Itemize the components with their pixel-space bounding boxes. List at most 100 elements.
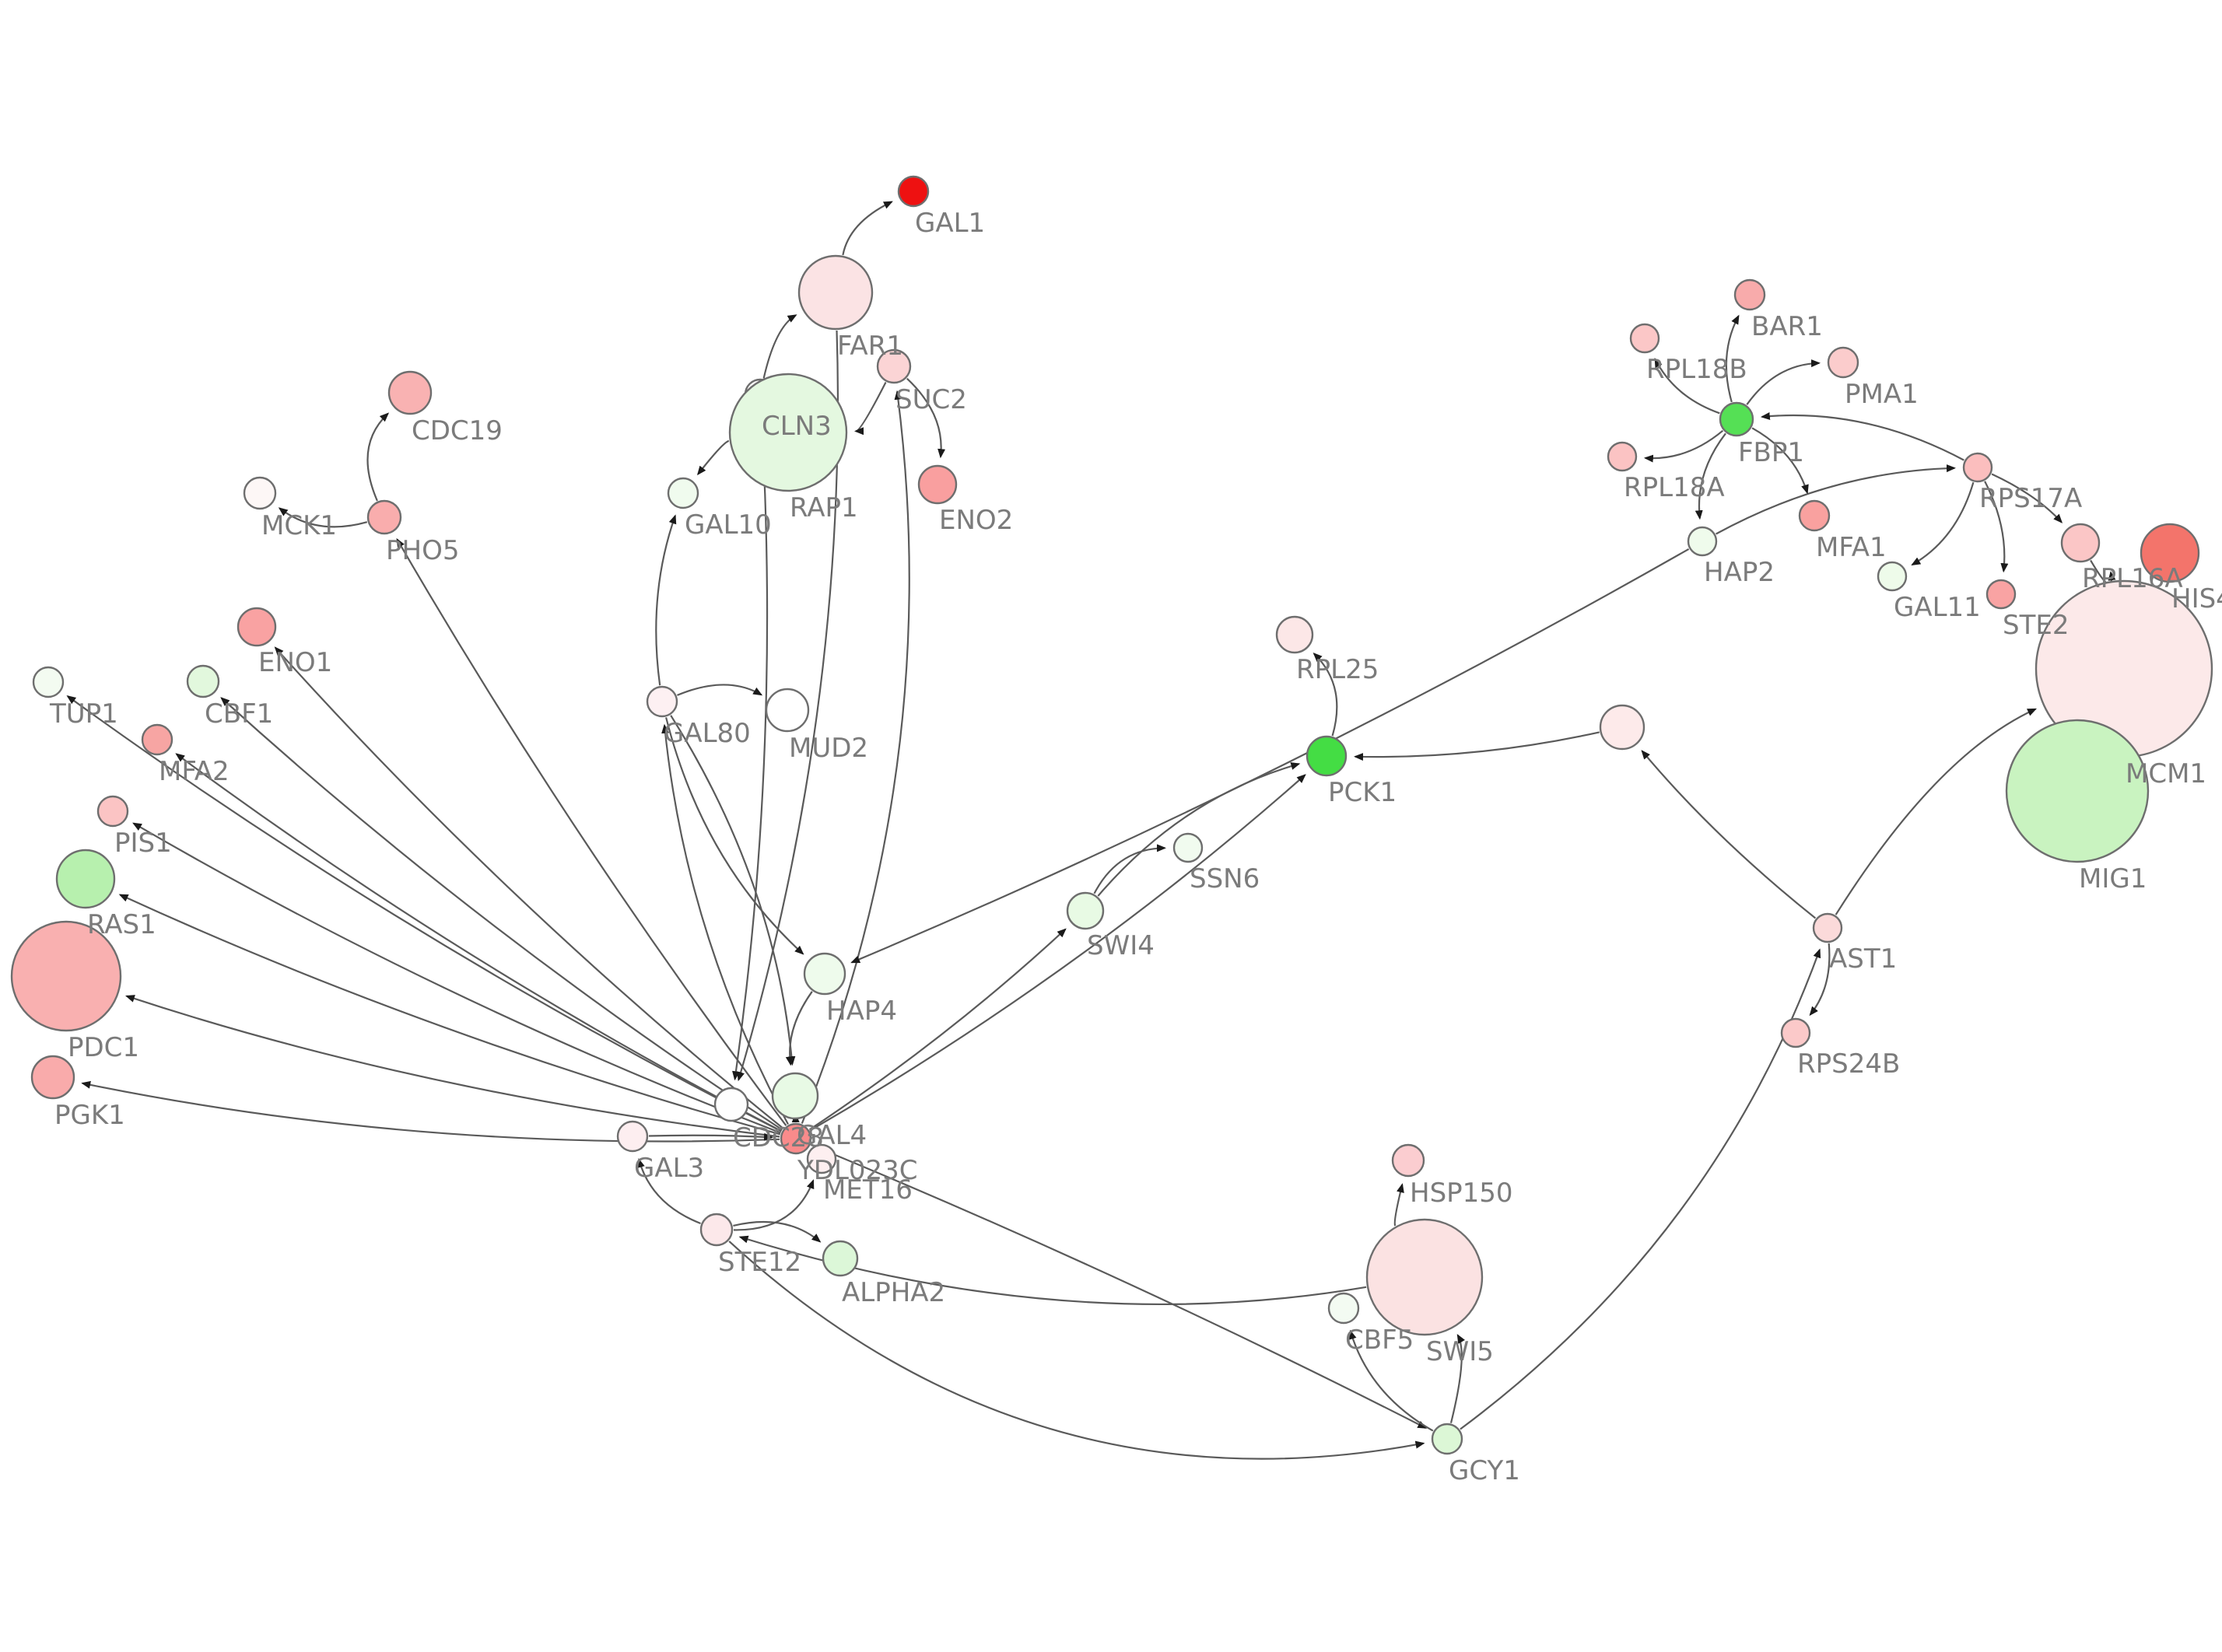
edge-RPS17A-GAL11[interactable]	[1911, 481, 1975, 566]
node-RPL16A[interactable]	[2060, 523, 2101, 563]
node-STE12[interactable]	[699, 1213, 734, 1247]
node-RPL18B[interactable]	[1629, 323, 1660, 354]
edge-CLN3-CDC28[interactable]	[732, 410, 769, 1081]
node-HAP2[interactable]	[1687, 526, 1718, 557]
node-GAL10[interactable]	[667, 477, 699, 509]
node-HSP150[interactable]	[1391, 1143, 1425, 1178]
node-CDC28[interactable]	[713, 1087, 749, 1122]
edge-STE12-GAL3[interactable]	[637, 1157, 701, 1225]
edge-YDL023C-CBF1[interactable]	[220, 697, 783, 1131]
edge-PHO5-MCK1[interactable]	[278, 507, 368, 528]
node-MFA1[interactable]	[1798, 499, 1831, 532]
edge-YDL023C-TUP1[interactable]	[66, 695, 782, 1132]
edge-AST1-MCM1[interactable]	[1835, 708, 2038, 915]
node-FBP1[interactable]	[1719, 401, 1754, 437]
edge-FBP1-BAR1[interactable]	[1725, 314, 1740, 403]
node-GAL4[interactable]	[771, 1072, 819, 1120]
node-YDL023C[interactable]	[780, 1122, 812, 1155]
edge-HAP2-RPS17A[interactable]	[1716, 464, 1956, 535]
node-PHO5[interactable]	[366, 499, 402, 535]
node-STE2[interactable]	[1985, 579, 2017, 610]
node-NODE_UNLABELED[interactable]	[1599, 704, 1645, 751]
node-HAP4[interactable]	[803, 952, 846, 996]
node-RPS24B[interactable]	[1780, 1017, 1811, 1048]
node-ENO1[interactable]	[237, 607, 277, 647]
edge-GAL80-MUD2[interactable]	[676, 684, 763, 696]
edge-RAP1-GAL10[interactable]	[696, 439, 730, 476]
edge-SUC2-RAP1[interactable]	[854, 382, 887, 436]
node-CBF5[interactable]	[1327, 1292, 1360, 1325]
node-GAL80[interactable]	[646, 685, 678, 718]
edge-HAP2-HAP4[interactable]	[850, 548, 1690, 964]
edge-RPS17A-STE2[interactable]	[1984, 481, 2009, 573]
node-RAS1[interactable]	[55, 849, 116, 909]
edge-NODE_UNLABELED-PCK1[interactable]	[1354, 731, 1600, 761]
node-SUC2[interactable]	[876, 348, 912, 384]
edge-RPS17A-RPL16A[interactable]	[1991, 473, 2063, 523]
edge-YDL023C-GAL80[interactable]	[661, 723, 789, 1125]
node-MET16[interactable]	[806, 1143, 837, 1174]
edge-STE12-GCY1[interactable]	[728, 1241, 1425, 1460]
node-HIS4[interactable]	[2140, 523, 2200, 583]
edge-YDL023C-PCK1[interactable]	[809, 774, 1306, 1132]
edge-SWI5-HSP150[interactable]	[1393, 1183, 1404, 1227]
edge-GCY1-SWI5[interactable]	[1449, 1333, 1465, 1423]
edge-YDL023C-RAS1[interactable]	[118, 894, 781, 1136]
edge-GCY1-CBF5[interactable]	[1348, 1329, 1434, 1432]
node-PCK1[interactable]	[1306, 735, 1348, 777]
edge-FBP1-MFA1[interactable]	[1751, 427, 1809, 495]
node-CDC19[interactable]	[387, 370, 433, 415]
edge-GAL80-GAL10[interactable]	[655, 514, 677, 686]
edge-STE12-MET16[interactable]	[733, 1179, 815, 1231]
node-CBF1[interactable]	[186, 664, 220, 698]
edge-SWI4-PCK1[interactable]	[1097, 762, 1301, 897]
node-PGK1[interactable]	[30, 1055, 75, 1100]
node-PIS1[interactable]	[96, 795, 129, 828]
node-GAL1[interactable]	[897, 175, 930, 208]
node-PDC1[interactable]	[10, 920, 122, 1032]
edge-FBP1-HAP2[interactable]	[1695, 432, 1726, 520]
edge-YDL023C-GCY1[interactable]	[810, 1143, 1428, 1429]
node-SWI4[interactable]	[1066, 891, 1105, 930]
node-MUD2[interactable]	[765, 688, 810, 733]
node-ENO2[interactable]	[917, 464, 958, 505]
node-BAR1[interactable]	[1733, 278, 1766, 311]
node-MCK1[interactable]	[243, 476, 277, 510]
edge-GCY1-AST1[interactable]	[1460, 948, 1821, 1430]
node-MIG1[interactable]	[2005, 719, 2150, 863]
edge-FBP1-PMA1[interactable]	[1746, 359, 1821, 405]
node-AST1[interactable]	[1812, 912, 1843, 943]
node-ALPHA2[interactable]	[822, 1240, 859, 1277]
edge-YDL023C-PGK1[interactable]	[81, 1080, 780, 1143]
edge-GAL3-YDL023C[interactable]	[648, 1132, 773, 1141]
edge-AST1-NODE_UNLABELED[interactable]	[1641, 750, 1817, 919]
edge-RPS17A-FBP1[interactable]	[1760, 411, 1964, 461]
node-TUP1[interactable]	[32, 666, 65, 698]
node-FAR1[interactable]	[797, 254, 874, 331]
edge-SWI4-SSN6[interactable]	[1093, 844, 1166, 894]
edge-RPL16A-MCM1[interactable]	[2090, 559, 2116, 586]
node-RAP1[interactable]	[728, 373, 848, 492]
edge-YDL023C-PIS1[interactable]	[132, 822, 781, 1134]
node-GAL11[interactable]	[1877, 561, 1908, 592]
edge-YDL023C-ENO1[interactable]	[274, 646, 784, 1129]
edge-FBP1-RPL18A[interactable]	[1643, 429, 1724, 463]
node-MFA2[interactable]	[141, 723, 173, 756]
edge-CLN3-FAR1[interactable]	[762, 314, 797, 379]
edge-GAL80-GAL4[interactable]	[670, 715, 796, 1066]
edge-YDL023C-MFA2[interactable]	[175, 753, 782, 1132]
node-RPL18A[interactable]	[1607, 441, 1638, 472]
node-RPS17A[interactable]	[1962, 452, 1993, 483]
node-GCY1[interactable]	[1431, 1423, 1463, 1455]
edge-PCK1-RPL25[interactable]	[1313, 653, 1338, 737]
node-GAL3[interactable]	[616, 1120, 649, 1153]
edge-AST1-RPS24B[interactable]	[1809, 943, 1831, 1017]
node-SSN6[interactable]	[1172, 832, 1204, 863]
edge-YDL023C-SWI4[interactable]	[808, 928, 1067, 1131]
edge-YDL023C-PDC1[interactable]	[125, 995, 780, 1138]
edge-STE12-ALPHA2[interactable]	[733, 1220, 822, 1243]
edge-FBP1-RPL18B[interactable]	[1654, 358, 1720, 415]
node-SWI5[interactable]	[1365, 1218, 1484, 1336]
edge-GAL80-HAP4[interactable]	[665, 717, 804, 955]
